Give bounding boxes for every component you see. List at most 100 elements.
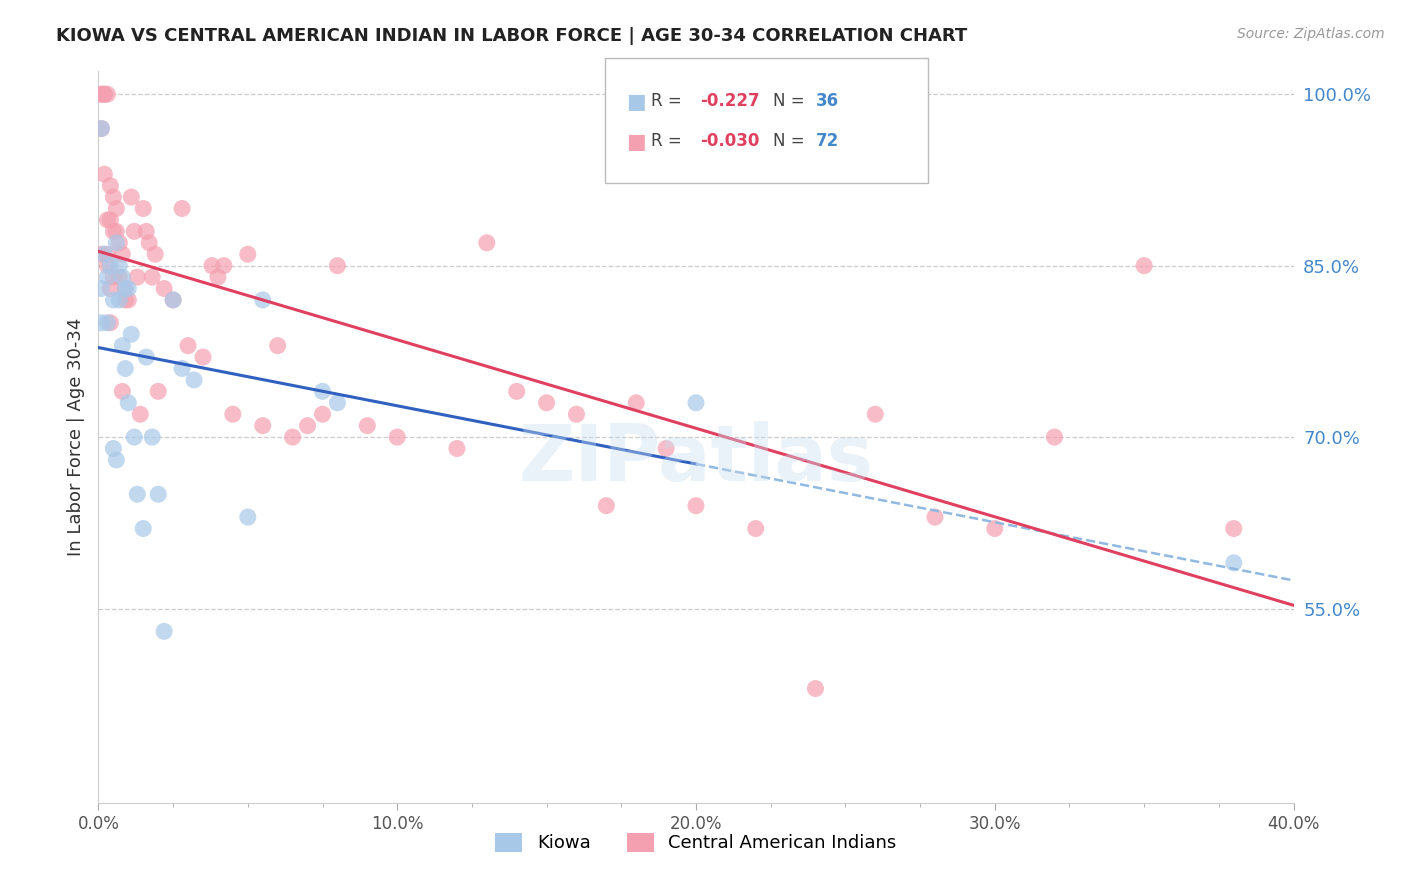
Point (124, 430, 146, 444)
Point (103, 442, 125, 456)
Point (236, 247, 259, 261)
Point (90, 87, 112, 102)
Point (117, 281, 139, 295)
Point (96, 247, 118, 261)
Point (132, 202, 155, 216)
Point (114, 293, 136, 307)
Point (804, 681, 827, 696)
Point (124, 224, 146, 238)
Point (98, 213, 122, 227)
Point (148, 487, 170, 501)
Text: ■: ■ (626, 132, 645, 152)
Point (111, 384, 134, 399)
Legend: Kiowa, Central American Indians: Kiowa, Central American Indians (488, 826, 904, 860)
Point (311, 384, 333, 399)
Point (138, 235, 160, 250)
Point (93, 87, 115, 102)
Point (536, 396, 558, 410)
Point (356, 418, 378, 433)
Point (105, 235, 128, 250)
Point (183, 373, 205, 387)
Point (595, 499, 617, 513)
Text: ■: ■ (626, 92, 645, 112)
Point (90, 281, 112, 295)
Point (984, 521, 1007, 535)
Point (1223, 521, 1246, 535)
Point (108, 235, 131, 250)
Point (114, 361, 136, 376)
Point (685, 499, 707, 513)
Point (172, 202, 194, 216)
Point (93, 87, 115, 102)
Point (924, 510, 946, 524)
Point (135, 224, 157, 238)
Point (111, 270, 134, 285)
Point (98, 316, 122, 330)
Text: 72: 72 (815, 132, 839, 150)
Text: R =: R = (651, 92, 688, 110)
Point (207, 270, 229, 285)
Point (565, 407, 588, 421)
Point (191, 350, 214, 364)
Point (141, 270, 163, 285)
Point (108, 270, 131, 285)
Point (1133, 259, 1156, 273)
Point (98, 281, 122, 295)
Text: R =: R = (651, 132, 688, 150)
Point (745, 521, 768, 535)
Point (96, 259, 118, 273)
Point (655, 442, 678, 456)
Point (252, 293, 274, 307)
Point (105, 202, 128, 216)
Point (114, 281, 136, 295)
Point (252, 418, 274, 433)
Point (201, 259, 224, 273)
Point (281, 430, 304, 444)
Point (297, 418, 319, 433)
Point (1223, 556, 1246, 570)
Point (626, 396, 648, 410)
Point (90, 121, 112, 136)
Point (108, 259, 131, 273)
Point (96, 316, 118, 330)
Point (93, 167, 115, 181)
Text: ZIPatlas: ZIPatlas (519, 421, 873, 497)
Point (120, 190, 142, 204)
Point (117, 293, 139, 307)
Point (326, 396, 349, 410)
Point (141, 430, 163, 444)
Text: -0.030: -0.030 (700, 132, 759, 150)
Point (105, 453, 128, 467)
Text: Source: ZipAtlas.com: Source: ZipAtlas.com (1237, 27, 1385, 41)
Y-axis label: In Labor Force | Age 30-34: In Labor Force | Age 30-34 (66, 318, 84, 557)
Point (143, 247, 166, 261)
Point (172, 361, 194, 376)
Point (865, 407, 887, 421)
Point (90, 121, 112, 136)
Point (475, 235, 498, 250)
Point (132, 521, 155, 535)
Point (177, 339, 200, 353)
Point (446, 442, 468, 456)
Point (105, 224, 128, 238)
Point (90, 247, 112, 261)
Point (685, 396, 707, 410)
Point (90, 316, 112, 330)
Point (98, 259, 122, 273)
Point (385, 430, 409, 444)
Point (222, 407, 245, 421)
Point (96, 87, 118, 102)
Text: -0.227: -0.227 (700, 92, 759, 110)
Point (111, 247, 134, 261)
Point (103, 190, 125, 204)
Point (153, 624, 176, 639)
Point (311, 407, 333, 421)
Text: KIOWA VS CENTRAL AMERICAN INDIAN IN LABOR FORCE | AGE 30-34 CORRELATION CHART: KIOWA VS CENTRAL AMERICAN INDIAN IN LABO… (56, 27, 967, 45)
Point (111, 339, 134, 353)
Point (103, 293, 125, 307)
Point (162, 293, 184, 307)
Point (267, 339, 290, 353)
Point (153, 281, 176, 295)
Text: 36: 36 (815, 92, 838, 110)
Point (212, 259, 235, 273)
